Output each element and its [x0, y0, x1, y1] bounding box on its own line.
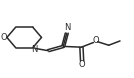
Text: N: N [31, 45, 37, 54]
Text: N: N [64, 23, 70, 32]
Text: O: O [92, 36, 99, 45]
Text: O: O [79, 60, 85, 69]
Text: O: O [1, 33, 7, 42]
